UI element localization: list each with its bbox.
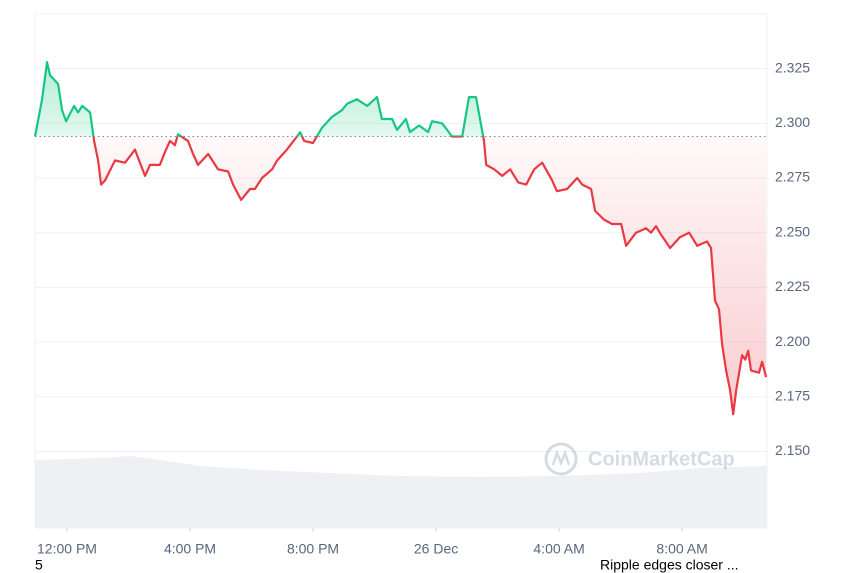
x-tick-label: 4:00 AM: [533, 541, 584, 557]
x-tick-label: 8:00 PM: [287, 541, 339, 557]
watermark-logo: [544, 442, 578, 476]
y-tick-label: 2.150: [775, 442, 810, 458]
y-tick-label: 2.175: [775, 387, 810, 403]
y-tick-label: 2.200: [775, 333, 810, 349]
x-tick-label: 12:00 PM: [37, 541, 97, 557]
footer-left: 5: [35, 557, 43, 573]
y-tick-label: 2.275: [775, 169, 810, 185]
watermark: CoinMarketCap: [544, 442, 735, 476]
y-tick-label: 2.250: [775, 223, 810, 239]
y-tick-label: 2.325: [775, 59, 810, 75]
x-tick-label: 4:00 PM: [164, 541, 216, 557]
x-tick-label: 8:00 AM: [656, 541, 707, 557]
x-tick-label: 26 Dec: [414, 541, 458, 557]
watermark-text: CoinMarketCap: [588, 448, 735, 470]
volume-area: [35, 456, 767, 528]
footer-news: Ripple edges closer ...: [600, 557, 739, 573]
y-tick-label: 2.300: [775, 114, 810, 130]
price-area: [35, 62, 767, 415]
watermark-logo-mark: [551, 449, 571, 467]
y-tick-label: 2.225: [775, 278, 810, 294]
price-line: [33, 61, 768, 416]
